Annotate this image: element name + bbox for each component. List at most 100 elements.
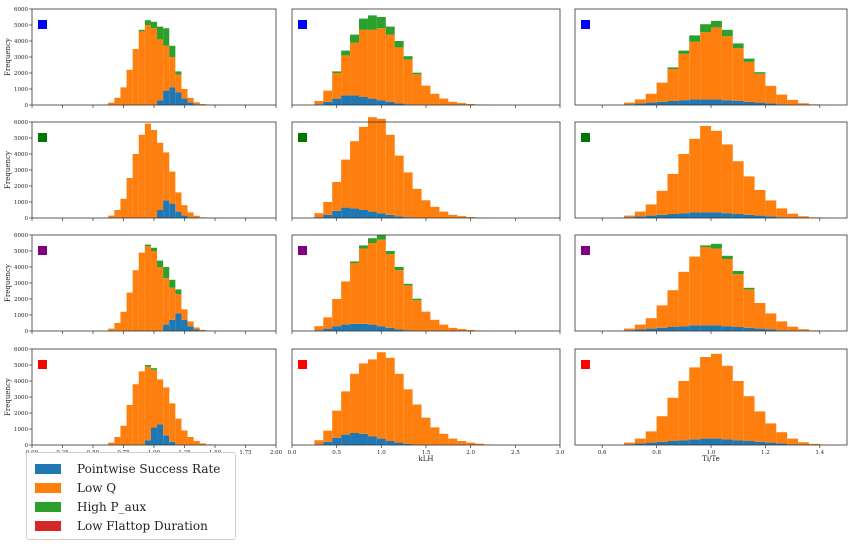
bar-low-q <box>385 134 395 215</box>
bar-low-q <box>634 438 646 444</box>
bar-low-q <box>367 29 377 99</box>
bar-low-q <box>678 381 690 441</box>
bar-high-p-aux <box>332 71 342 73</box>
bar-high-p-aux <box>163 28 170 46</box>
bar-pointwise-success-rate <box>157 100 164 105</box>
bar-pointwise-success-rate <box>732 440 744 445</box>
y-tick-label: 5000 <box>14 363 28 369</box>
bar-low-q <box>634 99 646 104</box>
y-tick-label: 4000 <box>14 379 28 385</box>
bar-low-q <box>421 311 431 331</box>
bar-low-q <box>754 73 766 103</box>
bar-high-p-aux <box>150 21 158 29</box>
x-tick-label: 1.2 <box>761 450 770 456</box>
bar-low-q <box>120 87 127 105</box>
bar-low-q <box>157 142 164 210</box>
bar-low-q <box>126 405 133 445</box>
bar-low-q <box>623 328 635 331</box>
bar-low-q <box>457 103 467 105</box>
histogram-panel: 0 1000 2000 3000 4000 5000 6000 <box>14 233 277 335</box>
bar-low-q <box>678 154 690 214</box>
y-tick-label: 6000 <box>14 233 28 239</box>
y-tick-label: 3000 <box>14 281 28 287</box>
legend-label: Low Q <box>77 480 117 495</box>
x-tick-label: 0.8 <box>652 450 661 456</box>
bar-low-q <box>169 171 176 204</box>
bar-pointwise-success-rate <box>634 216 646 218</box>
bar-low-q <box>187 437 194 445</box>
bar-low-q <box>114 437 121 445</box>
bar-low-q <box>689 41 701 100</box>
bar-pointwise-success-rate <box>157 210 164 218</box>
y-tick-label: 2000 <box>14 297 28 303</box>
bar-low-q <box>776 208 788 218</box>
legend-item-high-p-aux: High P_aux <box>35 497 227 516</box>
bar-pointwise-success-rate <box>689 212 701 218</box>
bar-pointwise-success-rate <box>181 319 188 331</box>
bar-low-q <box>314 440 324 445</box>
bar-pointwise-success-rate <box>667 327 679 331</box>
bar-pointwise-success-rate <box>678 440 690 445</box>
bar-low-q <box>412 404 422 445</box>
category-marker <box>38 133 47 142</box>
y-tick-label: 1000 <box>14 87 28 93</box>
bar-pointwise-success-rate <box>700 438 711 445</box>
bar-pointwise-success-rate <box>175 92 182 105</box>
bar-low-q <box>114 97 121 105</box>
bar-low-q <box>323 430 333 442</box>
bar-low-q <box>645 318 657 329</box>
y-tick-label: 1000 <box>14 427 28 433</box>
bar-pointwise-success-rate <box>332 437 342 445</box>
bar-low-q <box>776 94 788 105</box>
bar-low-q <box>341 159 351 208</box>
bar-pointwise-success-rate <box>341 434 351 445</box>
histogram-panel <box>574 234 848 334</box>
bar-low-q <box>350 42 359 96</box>
bar-low-q <box>385 34 395 102</box>
bar-high-p-aux <box>394 41 404 48</box>
x-tick-label: 1.75 <box>239 450 252 456</box>
bar-low-q <box>457 441 467 445</box>
bar-pointwise-success-rate <box>721 439 733 445</box>
bar-low-q <box>430 427 440 445</box>
bar-pointwise-success-rate <box>323 214 333 218</box>
bar-high-p-aux <box>721 29 733 37</box>
category-marker <box>38 360 47 369</box>
bar-pointwise-success-rate <box>667 441 679 445</box>
bar-pointwise-success-rate <box>732 327 744 331</box>
bar-low-q <box>138 371 145 445</box>
bar-low-q <box>193 327 200 330</box>
y-tick-label: 3000 <box>14 395 28 401</box>
bar-high-p-aux <box>732 271 744 275</box>
bar-low-q <box>798 329 809 331</box>
legend-swatch-high-p-aux <box>35 501 61 512</box>
histogram-panel: 01000200030004000500060000.000.250.500.7… <box>14 347 283 463</box>
bar-low-q <box>376 352 386 439</box>
bar-low-q <box>193 215 200 218</box>
bar-low-q <box>754 190 766 216</box>
bar-pointwise-success-rate <box>163 324 170 331</box>
bar-pointwise-success-rate <box>181 215 188 218</box>
bar-low-q <box>700 32 711 100</box>
y-axis-label: Frequency <box>4 378 12 416</box>
category-marker <box>581 20 590 29</box>
bar-low-q <box>721 36 733 101</box>
bar-pointwise-success-rate <box>350 95 359 105</box>
bar-low-q <box>754 411 766 442</box>
category-marker <box>298 133 307 142</box>
bar-low-q <box>332 410 342 438</box>
bar-low-q <box>412 74 422 105</box>
category-marker <box>38 20 47 29</box>
bar-low-q <box>700 126 711 213</box>
bar-low-q <box>359 363 368 434</box>
bar-low-q <box>448 327 458 331</box>
bar-high-p-aux <box>350 261 359 263</box>
bar-low-q <box>439 433 449 445</box>
bar-low-q <box>430 93 440 105</box>
bar-pointwise-success-rate <box>754 102 766 105</box>
bar-low-q <box>787 213 799 218</box>
bar-low-q <box>169 57 176 88</box>
bar-low-q <box>732 48 744 101</box>
y-tick-label: 6000 <box>14 120 28 126</box>
